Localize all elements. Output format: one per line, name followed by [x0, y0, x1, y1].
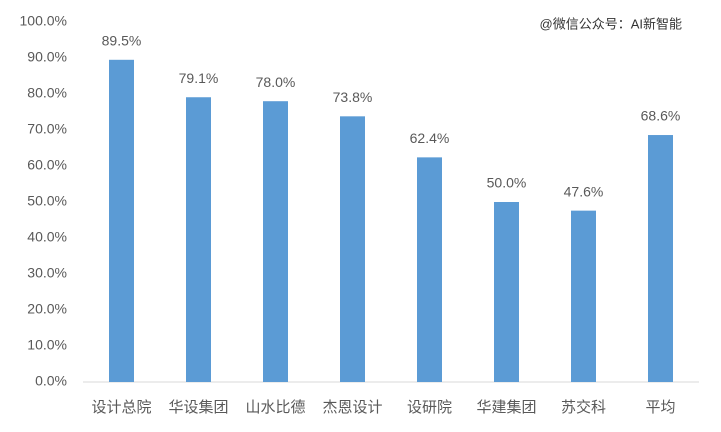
- bar: [417, 157, 442, 382]
- y-tick-label: 70.0%: [27, 121, 67, 137]
- x-tick-label: 杰恩设计: [322, 399, 382, 416]
- value-label: 73.8%: [333, 89, 373, 105]
- y-tick-label: 10.0%: [27, 337, 67, 353]
- y-tick-label: 30.0%: [27, 265, 67, 281]
- bar: [648, 135, 673, 382]
- y-tick-label: 90.0%: [27, 49, 67, 65]
- x-tick-label: 设研院: [407, 398, 452, 416]
- y-tick-label: 50.0%: [27, 193, 67, 209]
- x-tick-label: 华设集团: [168, 399, 228, 416]
- bar: [263, 101, 288, 382]
- x-tick-label: 平均: [645, 399, 675, 416]
- x-tick-label: 华建集团: [476, 399, 536, 416]
- bar: [494, 202, 519, 382]
- value-label: 62.4%: [410, 130, 450, 146]
- y-tick-label: 40.0%: [27, 229, 67, 245]
- bar: [571, 210, 596, 382]
- x-tick-label: 山水比德: [245, 398, 305, 416]
- bar: [186, 97, 211, 383]
- bar: [109, 59, 134, 383]
- y-tick-label: 60.0%: [27, 157, 67, 173]
- value-label: 78.0%: [256, 74, 296, 90]
- y-tick-label: 100.0%: [20, 13, 67, 29]
- x-tick-label: 设计总院: [91, 398, 151, 416]
- y-tick-label: 0.0%: [35, 373, 67, 389]
- x-tick-label: 苏交科: [561, 398, 606, 416]
- y-tick-label: 20.0%: [27, 301, 67, 317]
- watermark: @微信公众号：AI新智能: [540, 16, 682, 31]
- value-label: 89.5%: [102, 33, 142, 49]
- value-label: 68.6%: [641, 108, 681, 124]
- y-tick-label: 80.0%: [27, 85, 67, 101]
- bar: [340, 116, 365, 382]
- value-label: 79.1%: [179, 70, 219, 86]
- value-label: 47.6%: [564, 183, 604, 199]
- value-label: 50.0%: [487, 175, 527, 191]
